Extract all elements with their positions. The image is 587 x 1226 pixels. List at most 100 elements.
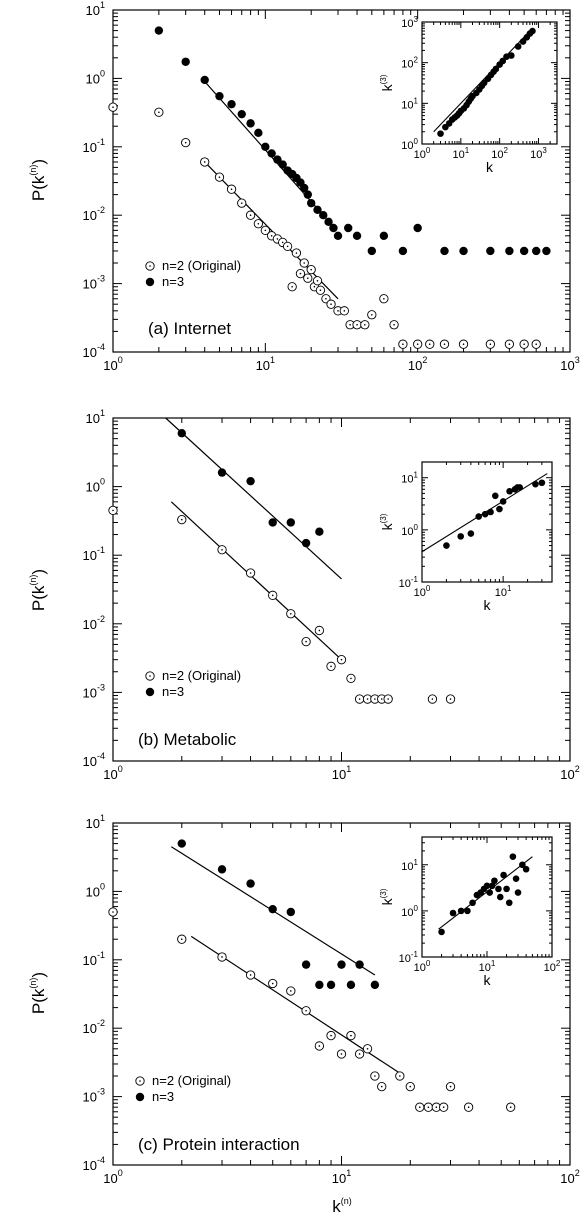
data-point: [246, 119, 255, 128]
panel-2-ytick-label: 10-3: [83, 682, 105, 700]
inset-data-point: [505, 899, 513, 907]
inset-data-point: [469, 899, 476, 907]
series-n2-original: [108, 102, 541, 349]
legend-marker: [145, 277, 155, 287]
data-point: [415, 1102, 425, 1112]
data-point: [413, 339, 423, 349]
data-point: [261, 142, 270, 151]
data-point: [237, 198, 247, 208]
data-point: [273, 155, 282, 164]
legend-label: n=2 (Original): [152, 1073, 231, 1088]
legend-marker: [145, 261, 155, 271]
inset-data-point: [467, 530, 475, 537]
legend-marker: [135, 1092, 145, 1102]
data-point: [324, 217, 333, 227]
panel-1-xtick-label: 100: [103, 355, 122, 373]
data-point: [542, 246, 551, 256]
data-point: [217, 468, 227, 477]
data-point: [405, 1081, 415, 1092]
data-point: [398, 339, 408, 349]
data-point: [344, 223, 353, 233]
inset-data-point: [509, 853, 517, 860]
data-point: [439, 339, 450, 349]
series-n2-original: [108, 505, 456, 704]
data-point: [286, 986, 296, 996]
panel-title: (c) Protein interaction: [138, 1135, 300, 1154]
inset-y-label: k(3): [379, 74, 395, 91]
data-point: [345, 320, 355, 330]
data-point: [315, 980, 324, 990]
data-point: [108, 102, 118, 112]
inset-xtick-label: 102: [491, 146, 508, 161]
data-point: [177, 514, 187, 525]
panel-2-ytick-label: 10-4: [83, 751, 105, 769]
data-point: [237, 109, 246, 119]
data-point: [301, 1006, 311, 1016]
inset-data-point: [492, 65, 500, 73]
data-point: [486, 246, 495, 256]
data-point: [312, 276, 323, 286]
panel-2-ytick-label: 10-1: [83, 545, 105, 563]
data-point: [303, 273, 313, 283]
inset-data-point: [475, 513, 483, 520]
panel-2-xtick-label: 102: [560, 764, 579, 782]
inset-data-point: [503, 885, 510, 893]
data-point: [181, 137, 191, 148]
panel-3-xtick-label: 101: [332, 1168, 351, 1186]
inset-ytick-label: 101: [401, 96, 418, 111]
data-point: [306, 264, 316, 275]
inset-ytick-label: 100: [401, 904, 418, 919]
data-point: [463, 1102, 474, 1112]
data-point: [108, 505, 118, 516]
data-point: [314, 625, 325, 636]
data-point: [177, 429, 186, 438]
data-point: [439, 1102, 449, 1112]
data-point: [295, 268, 306, 279]
panel-1-xtick-label: 101: [256, 355, 275, 373]
series-n3: [177, 429, 324, 548]
data-point: [245, 970, 256, 980]
data-point: [301, 960, 311, 969]
legend-label: n=3: [152, 1089, 174, 1104]
legend-marker: [145, 671, 155, 681]
data-point: [336, 655, 347, 665]
data-point: [177, 839, 186, 848]
legend-marker: [135, 1076, 145, 1086]
data-point: [519, 339, 529, 349]
data-point: [286, 518, 296, 527]
data-point: [425, 339, 435, 349]
inset-ytick-label: 10-1: [399, 575, 419, 590]
inset-data-point: [516, 484, 524, 491]
data-point: [355, 960, 364, 969]
panel-3-ytick-label: 101: [86, 813, 105, 831]
inset-ytick-label: 103: [401, 15, 418, 30]
data-point: [346, 673, 356, 684]
data-point: [303, 190, 312, 199]
inset-data-point: [506, 487, 513, 495]
data-point: [301, 636, 311, 647]
inset-data-point: [500, 871, 507, 879]
inset-ytick-label: 101: [401, 858, 418, 873]
inset-xtick-label: 100: [414, 146, 431, 161]
data-point: [245, 568, 256, 578]
data-point: [326, 980, 336, 990]
data-point: [379, 294, 389, 304]
data-point: [506, 1102, 516, 1112]
data-point: [313, 205, 322, 214]
inset-data-point: [443, 542, 450, 549]
data-point: [154, 26, 164, 35]
panel-title: (a) Internet: [148, 319, 231, 338]
inset-data-point: [519, 38, 527, 45]
data-point: [200, 75, 209, 85]
inset-ytick-label: 102: [401, 56, 418, 71]
data-point: [532, 246, 541, 256]
data-point: [485, 339, 495, 349]
inset-x-label: k: [486, 159, 494, 175]
inset-data-point: [457, 533, 465, 540]
panel-3-ytick-label: 100: [86, 881, 105, 899]
data-point: [282, 241, 293, 252]
inset-xtick-label: 100: [414, 584, 431, 599]
inset-ytick-label: 10-1: [399, 950, 419, 965]
